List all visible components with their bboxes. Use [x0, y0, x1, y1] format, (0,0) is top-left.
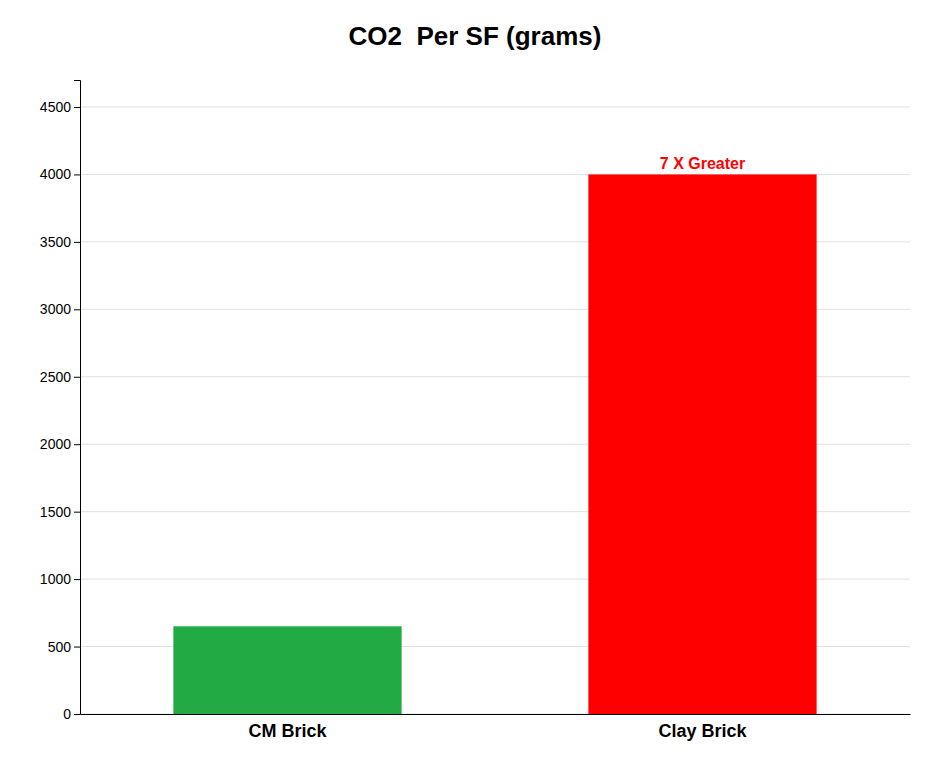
y-tick-mark	[74, 309, 80, 310]
y-tick-label: 1500	[40, 504, 71, 520]
y-tick-label: 3000	[40, 301, 71, 317]
y-tick-mark	[74, 377, 80, 378]
bar	[588, 174, 816, 714]
y-axis: 0 500 1000 1500 2000 2500 3000 3500 4000 4500	[40, 81, 81, 722]
x-tick-label: Clay Brick	[658, 721, 747, 741]
y-tick-label: 1000	[40, 571, 71, 587]
y-axis-line	[74, 81, 81, 715]
x-tick: Clay Brick	[658, 721, 747, 741]
y-tick-label: 500	[48, 639, 72, 655]
y-tick-mark	[74, 242, 80, 243]
y-tick-mark	[74, 512, 80, 513]
grid	[80, 107, 910, 714]
bar	[173, 626, 401, 714]
y-tick-label: 4000	[40, 166, 71, 182]
x-axis: CM Brick Clay Brick	[81, 715, 911, 741]
y-tick-label: 2000	[40, 436, 71, 452]
bars	[173, 174, 816, 714]
y-tick-mark	[74, 714, 80, 715]
y-tick: 1500	[40, 504, 80, 520]
x-tick-label: CM Brick	[248, 721, 327, 741]
x-axis-line	[81, 714, 911, 715]
y-tick-mark	[74, 647, 80, 648]
y-tick-label: 0	[63, 706, 71, 722]
y-tick: 0	[63, 706, 80, 722]
y-tick: 2500	[40, 369, 80, 385]
annotation: 7 X Greater	[660, 155, 745, 172]
y-tick-mark	[74, 579, 80, 580]
x-tick: CM Brick	[248, 721, 327, 741]
plot: 0 500 1000 1500 2000 2500 3000 3500 4000 4500 CM B…	[40, 81, 911, 741]
y-tick-label: 2500	[40, 369, 71, 385]
y-tick-mark	[74, 444, 80, 445]
grid-line	[80, 106, 910, 107]
y-tick-label: 3500	[40, 234, 71, 250]
y-tick-label: 4500	[40, 99, 71, 115]
y-tick: 3500	[40, 234, 80, 250]
y-tick-mark	[74, 174, 80, 175]
y-tick: 2000	[40, 436, 80, 452]
y-tick: 4500	[40, 99, 80, 115]
y-tick-mark	[74, 107, 80, 108]
y-tick: 4000	[40, 166, 80, 182]
chart: 0 500 1000 1500 2000 2500 3000 3500 4000 4500 CM B…	[0, 0, 950, 774]
y-tick: 1000	[40, 571, 80, 587]
y-tick: 3000	[40, 301, 80, 317]
y-tick: 500	[48, 639, 80, 655]
title: CO2 Per SF (grams)	[349, 21, 602, 51]
